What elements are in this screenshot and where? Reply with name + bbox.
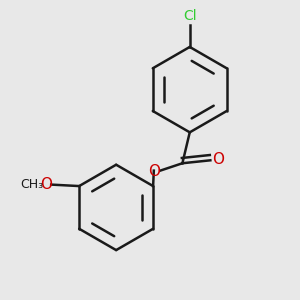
Text: Cl: Cl [183,9,196,23]
Text: O: O [40,177,52,192]
Text: O: O [213,152,225,167]
Text: O: O [148,164,160,179]
Text: CH₃: CH₃ [20,178,44,191]
